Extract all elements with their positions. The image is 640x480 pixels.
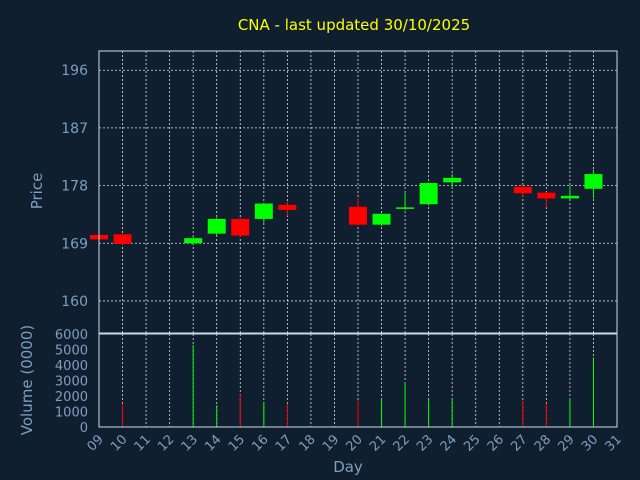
- price-tick-label: 169: [61, 236, 88, 252]
- volume-tick-label: 5000: [55, 344, 88, 359]
- price-tick-labels: 160 169 178 187 196: [61, 63, 88, 310]
- x-axis-label: Day: [333, 458, 363, 476]
- x-tick-label: 29: [555, 432, 577, 454]
- candle-body: [396, 207, 415, 209]
- x-tick-label: 14: [202, 432, 224, 454]
- candle-body: [349, 206, 367, 225]
- candle-body: [207, 218, 226, 234]
- candle-body: [560, 195, 579, 199]
- x-tick-label: 10: [108, 432, 130, 454]
- volume-bars: [122, 344, 594, 427]
- candle-body: [278, 204, 297, 210]
- price-tick-label: 178: [61, 179, 88, 195]
- x-tick-label: 15: [226, 432, 248, 454]
- candle-body: [443, 177, 462, 183]
- price-tick-label: 187: [61, 121, 88, 137]
- volume-tick-label: 0: [80, 421, 88, 436]
- volume-tick-label: 2000: [55, 390, 88, 405]
- price-tick-label: 160: [61, 294, 88, 310]
- x-tick-label: 12: [155, 432, 177, 454]
- x-tick-label: 31: [603, 432, 625, 454]
- x-tick-labels: 09 10 11 12 13 14 15 16 17 18 19 20 21 22 23 24 25 26 27 28…: [85, 432, 625, 454]
- candle-body: [537, 192, 556, 199]
- x-tick-label: 21: [367, 432, 389, 454]
- x-tick-label: 13: [179, 432, 201, 454]
- candle-body: [513, 186, 532, 194]
- price-panel-frame: [98, 50, 618, 334]
- volume-tick-label: 3000: [55, 375, 88, 390]
- x-tick-label: 19: [320, 432, 342, 454]
- x-tick-label: 30: [579, 432, 601, 454]
- price-axis-label: Price: [28, 173, 46, 210]
- candle-body: [231, 218, 250, 236]
- candle-body: [419, 183, 438, 205]
- candles: [90, 169, 603, 246]
- price-grid: [98, 51, 618, 333]
- volume-tick-label: 1000: [55, 406, 88, 421]
- x-tick-label: 11: [132, 432, 154, 454]
- chart-title: CNA - last updated 30/10/2025: [238, 16, 470, 34]
- x-tick-label: 16: [249, 432, 271, 454]
- x-tick-label: 25: [461, 432, 483, 454]
- x-tick-label: 27: [508, 432, 530, 454]
- volume-tick-label: 4000: [55, 359, 88, 374]
- x-tick-label: 24: [438, 432, 460, 454]
- volume-tick-label: 6000: [55, 328, 88, 343]
- volume-axis-label: Volume (0000): [18, 325, 36, 435]
- x-tick-label: 23: [414, 432, 436, 454]
- volume-panel-frame: [98, 333, 618, 428]
- x-tick-label: 22: [391, 432, 413, 454]
- x-tick-label: 26: [485, 432, 507, 454]
- x-tick-label: 20: [344, 432, 366, 454]
- x-tick-label: 18: [296, 432, 318, 454]
- x-tick-label: 17: [273, 432, 295, 454]
- candle-body: [372, 213, 391, 225]
- x-tick-label: 28: [532, 432, 554, 454]
- candle-body: [254, 203, 273, 219]
- candle-body: [584, 174, 603, 189]
- candle-body: [113, 234, 132, 244]
- price-tick-label: 196: [61, 63, 88, 79]
- candle-body: [184, 238, 203, 244]
